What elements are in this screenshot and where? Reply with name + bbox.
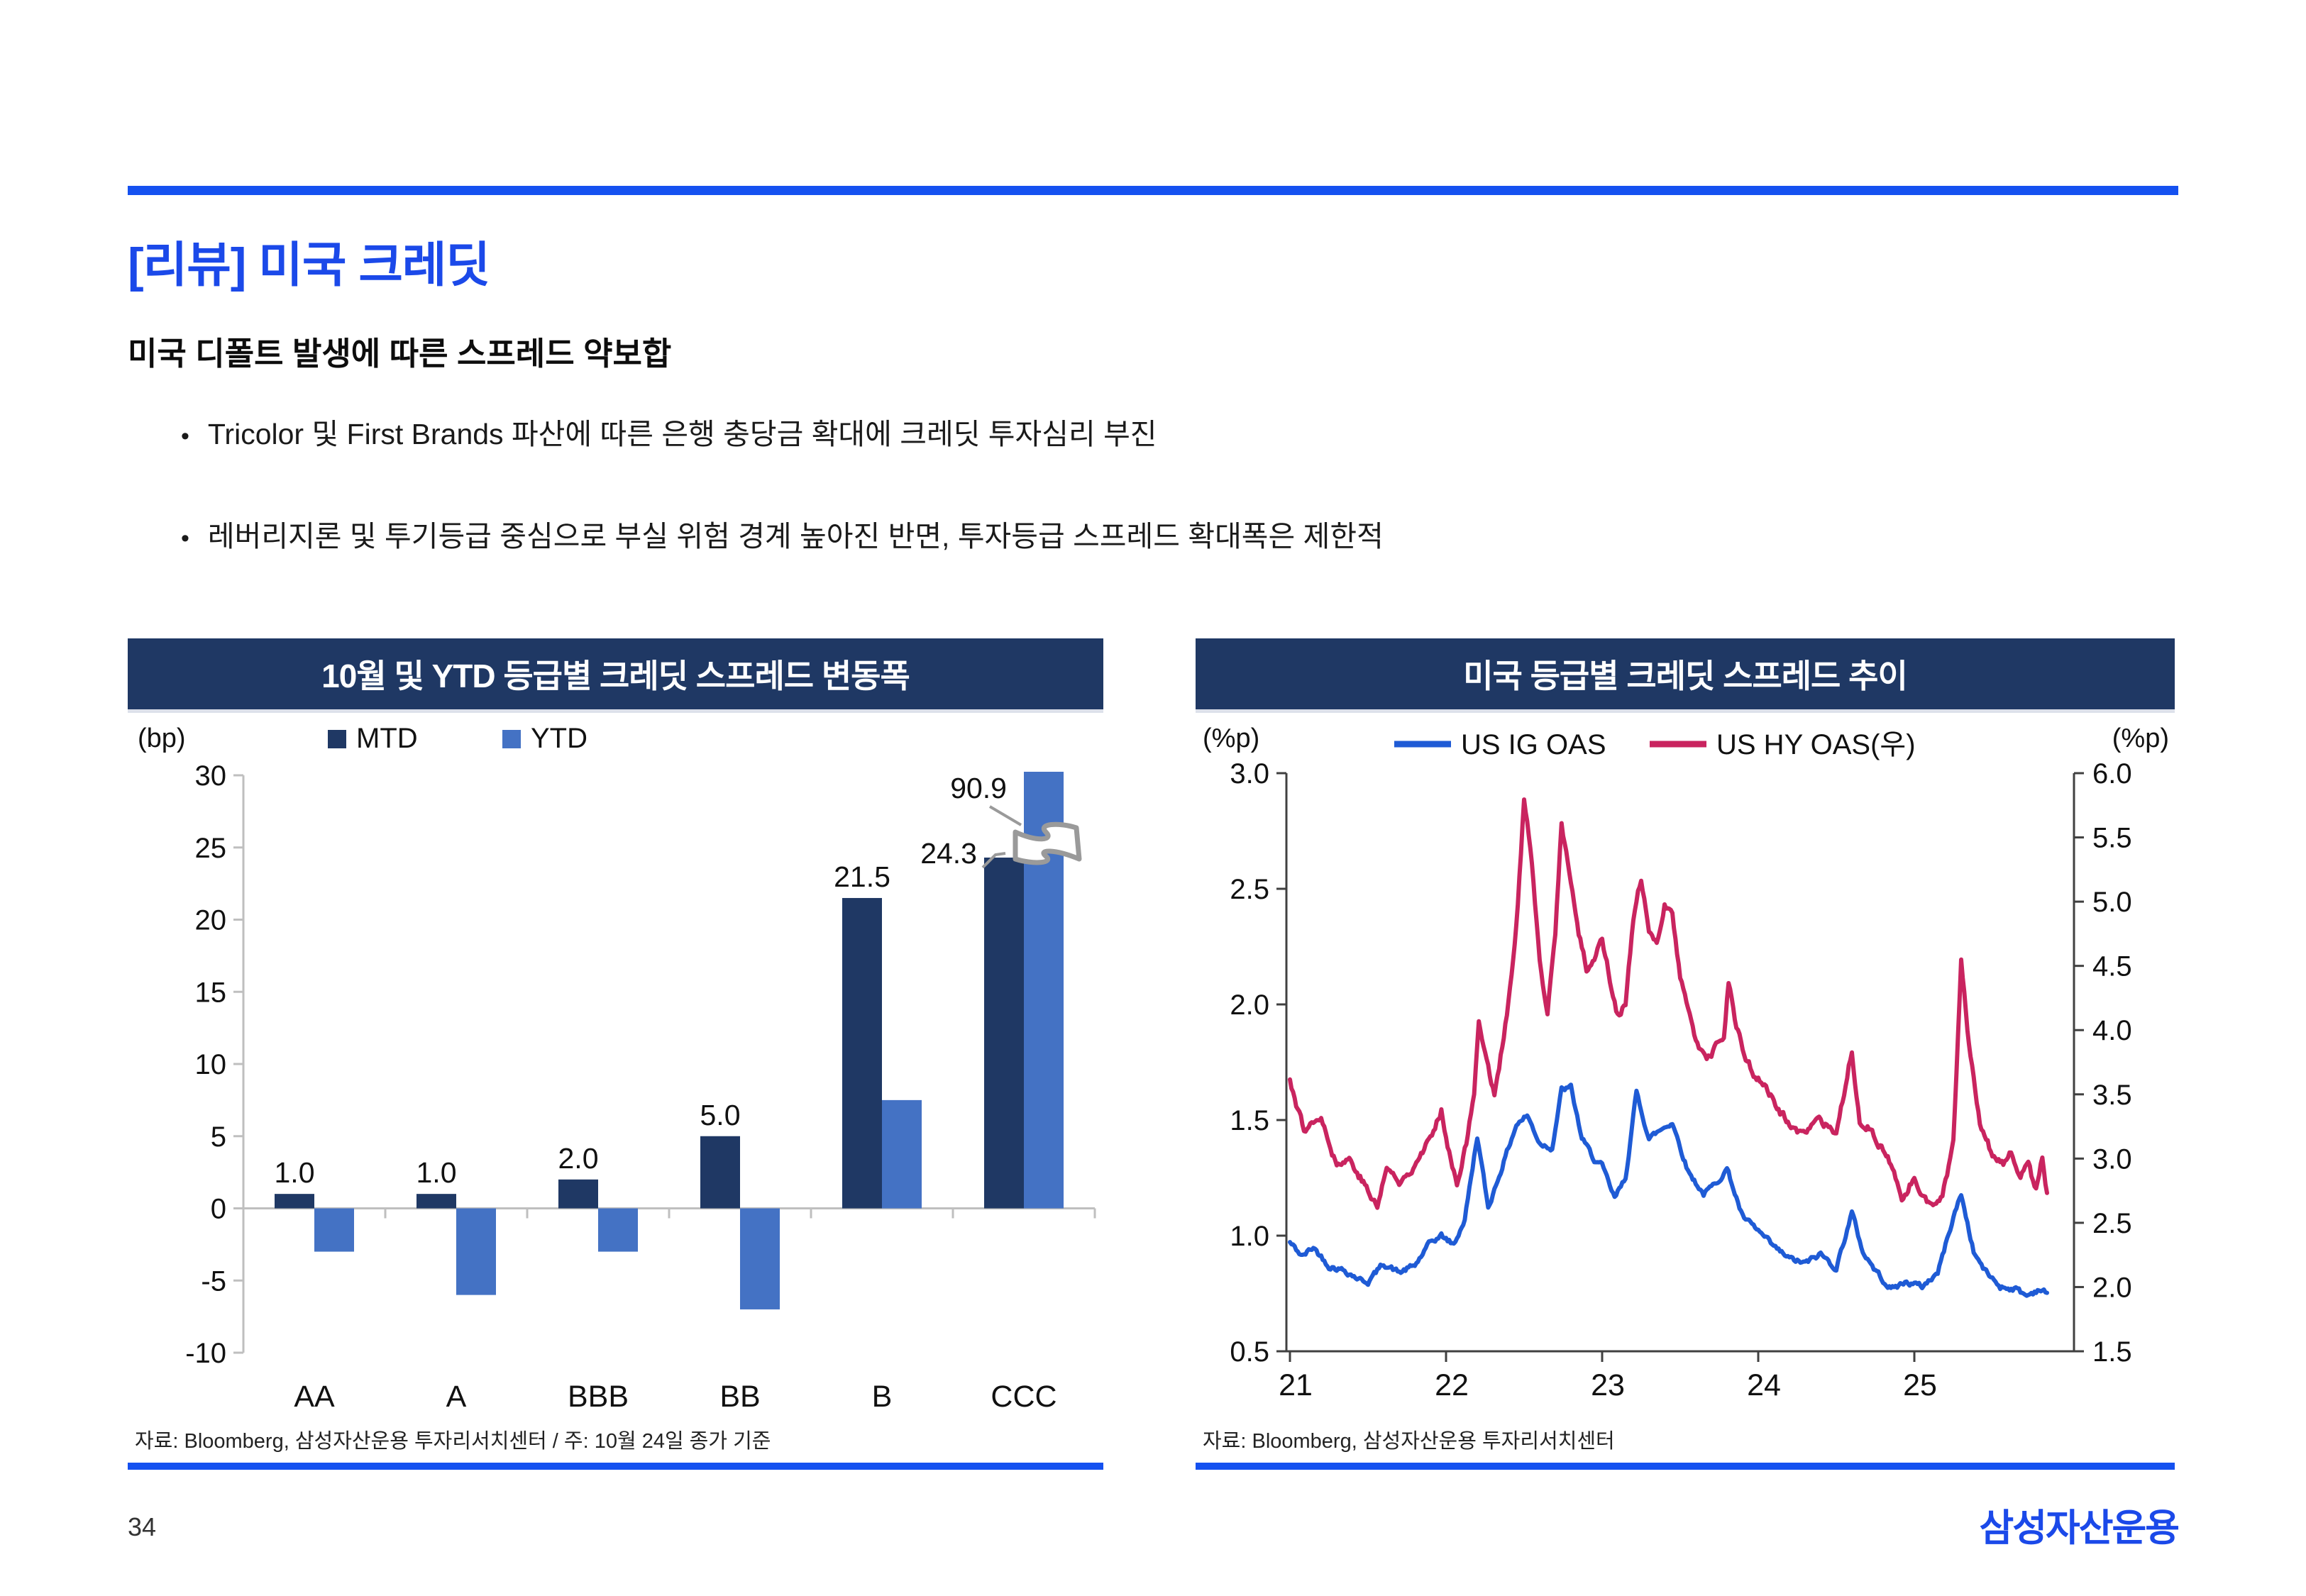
bar-ytd-B — [882, 1099, 922, 1209]
svg-text:5.0: 5.0 — [2092, 887, 2132, 918]
svg-text:CCC: CCC — [991, 1380, 1057, 1414]
bullet-dot-icon: • — [181, 525, 189, 552]
svg-text:-10: -10 — [185, 1338, 226, 1369]
bar-mtd-AA — [275, 1194, 314, 1209]
subtitle: 미국 디폴트 발생에 따른 스프레드 약보합 — [128, 336, 672, 372]
svg-text:21.5: 21.5 — [834, 860, 890, 893]
bullet-item: • 레버리지론 및 투기등급 중심으로 부실 위험 경계 높아진 반면, 투자등… — [181, 512, 1384, 555]
line-chart-header: 미국 등급별 크레딧 스프레드 추이 — [1196, 638, 2175, 713]
svg-text:15: 15 — [195, 977, 227, 1008]
svg-text:B: B — [872, 1380, 893, 1414]
top-divider-rule — [128, 186, 2178, 195]
bar-ytd-AA — [314, 1208, 354, 1252]
svg-text:3.5: 3.5 — [2092, 1080, 2132, 1111]
bar-mtd-BB — [700, 1136, 740, 1209]
svg-text:30: 30 — [195, 760, 227, 792]
bar-mtd-B — [842, 897, 882, 1209]
svg-text:MTD: MTD — [356, 723, 418, 754]
svg-text:2.5: 2.5 — [2092, 1208, 2132, 1239]
series-us-hy-oas — [1288, 797, 2049, 1210]
bar-mtd-CCC — [984, 857, 1024, 1209]
bar-ytd-BBB — [598, 1208, 638, 1252]
bar-chart-title: 10월 및 YTD 등급별 크레딧 스프레드 변동폭 — [321, 658, 910, 694]
svg-text:A: A — [446, 1380, 467, 1414]
line-chart-source: 자료: Bloomberg, 삼성자산운용 투자리서치센터 — [1203, 1430, 1615, 1453]
svg-text:BB: BB — [719, 1380, 760, 1414]
bar-chart-card: 10월 및 YTD 등급별 크레딧 스프레드 변동폭 30 25 20 15 10 5 0 -… — [128, 638, 1103, 1483]
svg-text:YTD: YTD — [531, 723, 587, 754]
series-us-ig-oas — [1288, 1082, 2049, 1298]
svg-text:3.0: 3.0 — [2092, 1143, 2132, 1175]
svg-text:1.0: 1.0 — [275, 1156, 315, 1189]
svg-text:1.0: 1.0 — [416, 1156, 457, 1189]
svg-text:AA: AA — [294, 1380, 335, 1414]
bar-ytd-BB — [740, 1208, 780, 1309]
svg-text:1.5: 1.5 — [2092, 1336, 2132, 1368]
svg-text:23: 23 — [1591, 1368, 1625, 1402]
svg-text:0: 0 — [211, 1194, 226, 1225]
svg-text:0.5: 0.5 — [1230, 1336, 1269, 1368]
svg-text:US IG OAS: US IG OAS — [1461, 729, 1606, 760]
svg-text:21: 21 — [1279, 1368, 1313, 1402]
svg-text:-5: -5 — [201, 1265, 226, 1297]
svg-text:10: 10 — [195, 1049, 227, 1080]
svg-text:4.5: 4.5 — [2092, 951, 2132, 982]
bar-chart-bottom-rule — [128, 1463, 1103, 1470]
svg-text:2.0: 2.0 — [1230, 990, 1269, 1021]
axis-break-icon — [1013, 821, 1082, 865]
svg-text:22: 22 — [1435, 1368, 1469, 1402]
svg-text:90.9: 90.9 — [950, 772, 1007, 804]
bar-chart-header: 10월 및 YTD 등급별 크레딧 스프레드 변동폭 — [128, 638, 1103, 713]
svg-text:5.0: 5.0 — [700, 1099, 741, 1131]
bar-chart-unit: (bp) — [138, 724, 186, 753]
svg-text:3.0: 3.0 — [1230, 758, 1269, 789]
bar-chart-x-labels: AA A BBB BB B CCC — [294, 1380, 1057, 1414]
line-chart-card: 미국 등급별 크레딧 스프레드 추이 3.0 2.5 2.0 1.5 1.0 0.5 6.0… — [1196, 638, 2175, 1483]
bullet-dot-icon: • — [181, 423, 189, 450]
svg-text:5: 5 — [211, 1121, 226, 1153]
svg-text:1.0: 1.0 — [1230, 1221, 1269, 1252]
svg-text:US HY OAS(우): US HY OAS(우) — [1716, 729, 1916, 760]
bar-mtd-A — [416, 1194, 456, 1209]
bar-chart-axes: 30 25 20 15 10 5 0 -5 -10 — [185, 760, 1096, 1369]
svg-text:24: 24 — [1747, 1368, 1781, 1402]
bar-chart-legend: MTD YTD — [328, 723, 587, 754]
line-chart-title: 미국 등급별 크레딧 스프레드 추이 — [1463, 658, 1908, 694]
company-logo: 삼성자산운용 — [1979, 1507, 2180, 1549]
line-chart-legend: US IG OAS US HY OAS(우) — [1394, 729, 1916, 760]
svg-text:5.5: 5.5 — [2092, 823, 2132, 854]
bar-chart-svg: 30 25 20 15 10 5 0 -5 -10 (bp) MTD YTD 1.0 1.0 2.0 5.0 2… — [138, 723, 1096, 1414]
bar-ytd-A — [456, 1208, 496, 1295]
svg-text:24.3: 24.3 — [920, 837, 977, 870]
line-chart-svg: 3.0 2.5 2.0 1.5 1.0 0.5 6.0 5.5 5.0 4.5 4.0 3.5 3.0 2… — [1203, 724, 2169, 1402]
bullet-text: Tricolor 및 First Brands 파산에 따른 은행 충당금 확대… — [207, 418, 1157, 450]
bullet-item: • Tricolor 및 First Brands 파산에 따른 은행 충당금 … — [181, 410, 1157, 453]
svg-text:2.0: 2.0 — [2092, 1272, 2132, 1303]
svg-text:20: 20 — [195, 905, 227, 936]
bullet-text: 레버리지론 및 투기등급 중심으로 부실 위험 경계 높아진 반면, 투자등급 … — [207, 520, 1384, 553]
bar-chart-bars: 1.0 1.0 2.0 5.0 21.5 24.3 90.9 — [275, 772, 1082, 1309]
line-chart-axes: 3.0 2.5 2.0 1.5 1.0 0.5 6.0 5.5 5.0 4.5 4.0 3.5 3.0 2… — [1230, 758, 2131, 1402]
svg-text:25: 25 — [1903, 1368, 1937, 1402]
svg-text:(%p): (%p) — [1203, 724, 1259, 753]
svg-text:2.0: 2.0 — [558, 1142, 599, 1175]
bar-mtd-BBB — [558, 1179, 598, 1209]
svg-text:1.5: 1.5 — [1230, 1105, 1269, 1136]
bar-chart-source: 자료: Bloomberg, 삼성자산운용 투자리서치센터 / 주: 10월 2… — [135, 1430, 771, 1453]
page-number: 34 — [128, 1512, 157, 1541]
page-title: [리뷰] 미국 크레딧 — [128, 238, 490, 292]
line-chart-units: (%p) (%p) — [1203, 724, 2169, 753]
svg-text:2.5: 2.5 — [1230, 874, 1269, 905]
svg-text:(%p): (%p) — [2112, 724, 2169, 753]
line-chart-bottom-rule — [1196, 1463, 2175, 1470]
svg-text:4.0: 4.0 — [2092, 1015, 2132, 1046]
svg-text:25: 25 — [195, 833, 227, 864]
svg-text:6.0: 6.0 — [2092, 758, 2132, 789]
svg-text:(bp): (bp) — [138, 724, 186, 753]
svg-text:BBB: BBB — [568, 1380, 629, 1414]
